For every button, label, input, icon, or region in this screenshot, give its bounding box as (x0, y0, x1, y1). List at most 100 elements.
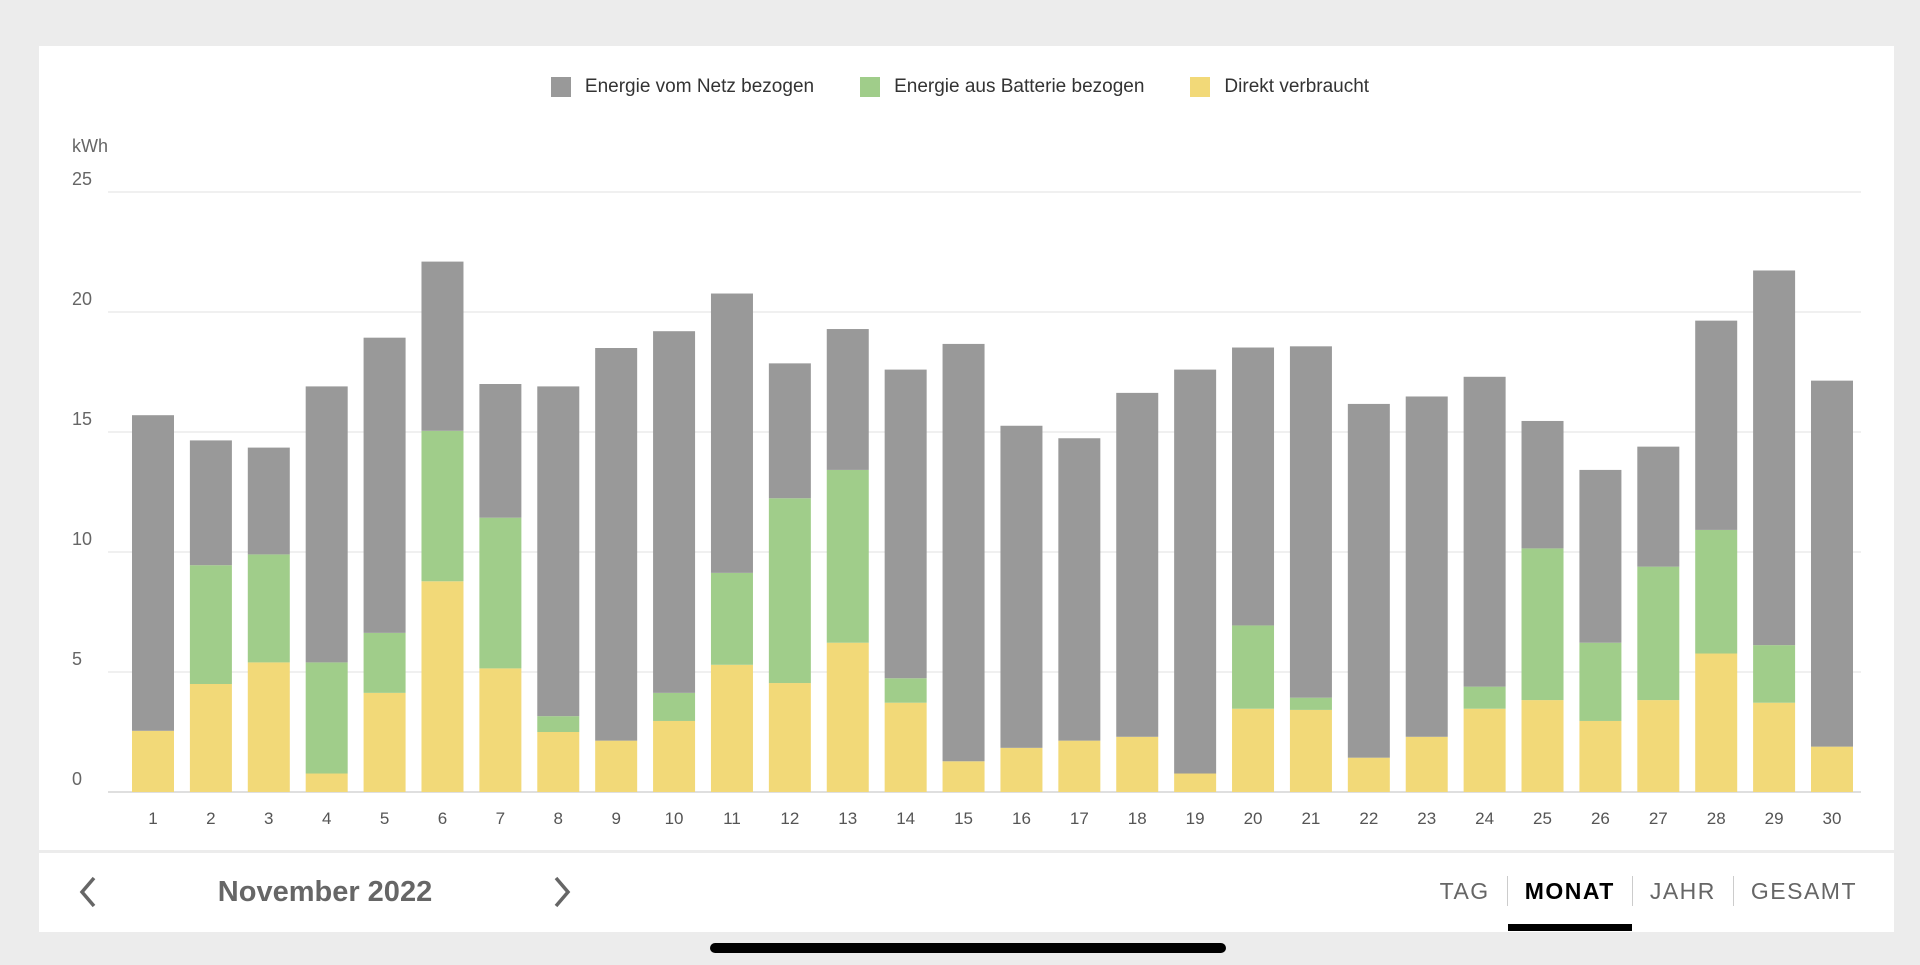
bar-segment (595, 348, 638, 741)
bar-segment (1405, 736, 1448, 792)
tab-monat[interactable]: MONAT (1506, 876, 1632, 931)
bar-segment (710, 664, 753, 792)
bar-segment (1753, 645, 1796, 703)
x-tick-label: 6 (438, 809, 447, 828)
tab-tag[interactable]: TAG (1439, 878, 1490, 904)
x-tick-label: 21 (1301, 809, 1320, 828)
bar-segment (1000, 747, 1043, 792)
bar-segment (1695, 320, 1738, 530)
bar-segment (1289, 697, 1332, 710)
bar-segment (479, 384, 522, 518)
period-tabs: TAG MONAT JAHR GESAMT (1423, 876, 1874, 931)
bar-segment (1289, 709, 1332, 792)
x-tick-label: 22 (1359, 809, 1378, 828)
y-tick-label: 0 (72, 769, 82, 789)
y-axis-unit: kWh (72, 136, 108, 156)
bar-segment (826, 642, 869, 792)
bar-segment (1521, 420, 1564, 549)
tab-jahr[interactable]: JAHR (1631, 876, 1733, 906)
bar-segment (710, 572, 753, 665)
tab-gesamt[interactable]: GESAMT (1732, 876, 1874, 906)
x-tick-label: 24 (1475, 809, 1494, 828)
x-tick-label: 19 (1186, 809, 1205, 828)
bar-segment (189, 440, 232, 566)
bar-segment (1116, 736, 1159, 792)
legend-item-grid[interactable]: Energie vom Netz bezogen (550, 76, 815, 98)
home-indicator[interactable] (710, 943, 1226, 953)
bar-segment (768, 683, 811, 792)
legend-label: Energie aus Batterie bezogen (894, 76, 1145, 97)
bar-segment (826, 469, 869, 643)
bar-segment (1232, 347, 1275, 626)
x-tick-label: 25 (1533, 809, 1552, 828)
bar-segment (1232, 708, 1275, 792)
bar-segment (363, 692, 406, 792)
bar-segment (1695, 653, 1738, 792)
x-tick-label: 30 (1823, 809, 1842, 828)
bar-segment (421, 430, 464, 582)
legend-item-direct[interactable]: Direkt verbraucht (1190, 76, 1369, 98)
legend: Energie vom Netz bezogen Energie aus Bat… (0, 76, 1920, 98)
y-tick-label: 20 (72, 289, 92, 309)
bar-segment (942, 343, 985, 762)
legend-item-battery[interactable]: Energie aus Batterie bezogen (860, 76, 1144, 98)
bar-segment (1347, 757, 1390, 792)
legend-label: Energie vom Netz bezogen (584, 76, 815, 97)
bar-segment (1463, 708, 1506, 792)
x-tick-label: 15 (954, 809, 973, 828)
bar-segment (942, 761, 985, 792)
next-period-button[interactable] (550, 872, 574, 922)
x-tick-label: 27 (1649, 809, 1668, 828)
x-tick-label: 13 (838, 809, 857, 828)
bar-segment (305, 662, 348, 774)
bar-segment (421, 581, 464, 792)
legend-swatch-grid (550, 77, 571, 97)
bar-segment (305, 773, 348, 792)
x-tick-label: 7 (496, 809, 505, 828)
bar-segment (479, 668, 522, 792)
legend-swatch-battery (860, 77, 881, 97)
bar-segment (1579, 642, 1622, 721)
x-tick-label: 29 (1765, 809, 1784, 828)
chevron-left-icon (79, 876, 96, 908)
x-tick-label: 17 (1070, 809, 1089, 828)
bar-segment (305, 386, 348, 663)
x-tick-label: 14 (896, 809, 915, 828)
bar-segment (1579, 469, 1622, 643)
y-tick-label: 25 (72, 169, 92, 189)
bar-segment (189, 565, 232, 684)
x-tick-label: 12 (780, 809, 799, 828)
bar-segment (247, 447, 290, 555)
x-tick-label: 11 (723, 809, 741, 828)
bar-segment (247, 662, 290, 792)
x-tick-label: 3 (264, 809, 273, 828)
bar-segment (537, 716, 580, 732)
bar-segment (1811, 380, 1853, 747)
x-tick-label: 28 (1707, 809, 1726, 828)
x-tick-label: 2 (206, 809, 215, 828)
x-tick-label: 8 (554, 809, 563, 828)
bar-segment (826, 329, 869, 470)
period-navigation-bar (39, 853, 1894, 932)
y-tick-label: 10 (72, 529, 92, 549)
bar-segment (1637, 566, 1680, 701)
bar-segment (479, 517, 522, 669)
bar-segment (363, 337, 406, 633)
bar-segment (1579, 720, 1622, 792)
x-tick-label: 9 (611, 809, 620, 828)
bar-segment (1695, 529, 1738, 654)
bar-segment (1116, 392, 1159, 737)
bar-segment (1637, 446, 1680, 567)
bar-segment (884, 369, 927, 679)
x-tick-label: 18 (1128, 809, 1147, 828)
previous-period-button[interactable] (76, 872, 100, 922)
bar-segment (1811, 746, 1853, 792)
bar-segment (1405, 396, 1448, 737)
bar-segment (1058, 438, 1101, 741)
bar-segment (1521, 700, 1564, 792)
bar-segment (653, 692, 696, 721)
bar-segment (247, 554, 290, 663)
x-tick-label: 16 (1012, 809, 1031, 828)
bar-segment (1174, 369, 1217, 774)
